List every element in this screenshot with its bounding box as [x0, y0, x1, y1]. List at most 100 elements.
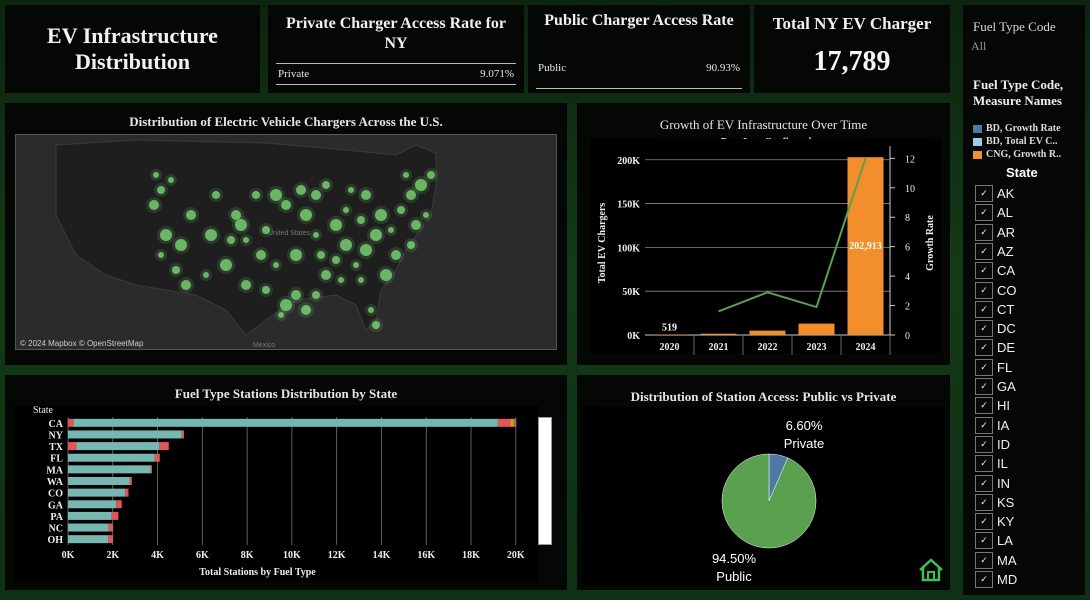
state-filter-ks[interactable]: ✓ KS: [975, 493, 1014, 511]
legend-item[interactable]: CNG, Growth R..: [973, 149, 1061, 160]
growth-bar: [700, 333, 737, 335]
stations-chart[interactable]: 0K 2K 4K 6K 8K 10K 12K 14K 16K 18K 20KStateCANYTXF…: [5, 375, 567, 590]
state-filter-ia[interactable]: ✓ IA: [975, 416, 1009, 434]
state-filter-fl[interactable]: ✓ FL: [975, 358, 1012, 376]
kpi-private-value: 9.071%: [480, 68, 514, 80]
growth-ytick-label: 200K: [617, 156, 640, 167]
charger-marker: [340, 239, 352, 251]
state-checkbox[interactable]: ✓: [975, 455, 993, 473]
state-checkbox[interactable]: ✓: [975, 185, 993, 202]
charger-marker: [380, 269, 392, 281]
state-label: ID: [997, 436, 1010, 452]
state-filter-az[interactable]: ✓ AZ: [975, 242, 1014, 260]
charger-marker: [231, 210, 241, 220]
state-filter-il[interactable]: ✓ IL: [975, 455, 1008, 473]
state-filter-in[interactable]: ✓ IN: [975, 474, 1010, 492]
state-label: KY: [997, 514, 1015, 530]
growth-ytick-label: 100K: [617, 243, 640, 254]
state-filter-dc[interactable]: ✓ DC: [975, 320, 1016, 338]
state-filter-la[interactable]: ✓ LA: [975, 532, 1013, 550]
legend-item[interactable]: BD, Total EV C..: [973, 136, 1058, 147]
map-svg: United States Mexico © 2024 Mapbox © Ope…: [20, 139, 438, 349]
stations-bar-segment: [68, 500, 117, 509]
stations-bar-segment: [150, 465, 152, 474]
state-checkbox[interactable]: ✓: [975, 513, 993, 531]
charger-marker: [262, 226, 270, 234]
charger-marker: [186, 210, 196, 220]
stations-bar-segment: [125, 488, 129, 497]
growth-ylabel-right: Growth Rate: [925, 215, 936, 271]
growth-data-label: 202,913: [849, 241, 882, 252]
stations-ytick-label: MA: [46, 465, 63, 476]
pie-slice-public: [721, 453, 817, 549]
kpi-private-panel: Private Charger Access Rate for NY Priva…: [268, 5, 524, 93]
growth-bar: [749, 330, 786, 335]
access-pie-chart[interactable]: 6.60% Private 94.50% Public: [577, 375, 950, 590]
state-checkbox[interactable]: ✓: [975, 532, 993, 550]
state-filter-ak[interactable]: ✓ AK: [975, 185, 1014, 202]
state-filter-co[interactable]: ✓ CO: [975, 281, 1017, 299]
legend-item[interactable]: BD, Growth Rate: [973, 123, 1061, 134]
charger-marker: [330, 219, 342, 231]
stations-bar-segment: [181, 430, 184, 439]
state-checkbox[interactable]: ✓: [975, 416, 993, 434]
state-checkbox[interactable]: ✓: [975, 242, 993, 260]
state-label: LA: [997, 533, 1013, 549]
stations-xtick-label: 2K: [106, 550, 119, 561]
state-filter-ca[interactable]: ✓ CA: [975, 262, 1015, 280]
state-filter-id[interactable]: ✓ ID: [975, 435, 1010, 453]
stations-panel: Fuel Type Stations Distribution by State…: [5, 375, 567, 590]
state-checkbox[interactable]: ✓: [975, 339, 993, 357]
state-filter-ga[interactable]: ✓ GA: [975, 378, 1016, 395]
stations-bar-segment: [68, 453, 155, 462]
pie-category-label: Private: [784, 436, 824, 451]
charger-marker: [423, 212, 429, 218]
state-checkbox[interactable]: ✓: [975, 204, 993, 222]
state-checkbox[interactable]: ✓: [975, 493, 993, 511]
state-checkbox[interactable]: ✓: [975, 474, 993, 492]
kpi-total-value: 17,789: [813, 46, 891, 77]
charger-marker: [168, 177, 174, 183]
state-checkbox[interactable]: ✓: [975, 262, 993, 280]
state-filter-de[interactable]: ✓ DE: [975, 339, 1015, 357]
state-checkbox[interactable]: ✓: [975, 571, 993, 588]
state-checkbox[interactable]: ✓: [975, 397, 993, 415]
state-filter-ky[interactable]: ✓ KY: [975, 513, 1015, 531]
state-filter-md[interactable]: ✓ MD: [975, 571, 1017, 588]
growth-ytick-right-label: 4: [905, 272, 910, 283]
state-checkbox[interactable]: ✓: [975, 551, 993, 569]
state-checkbox[interactable]: ✓: [975, 320, 993, 338]
state-checkbox[interactable]: ✓: [975, 378, 993, 395]
state-filter-ar[interactable]: ✓ AR: [975, 223, 1015, 241]
charger-marker: [252, 191, 260, 199]
state-checkbox[interactable]: ✓: [975, 300, 993, 318]
state-checkbox[interactable]: ✓: [975, 223, 993, 241]
stations-ytick-label: WA: [47, 477, 64, 488]
growth-ytick-label: 150K: [617, 200, 640, 211]
state-filter-al[interactable]: ✓ AL: [975, 204, 1013, 222]
state-filter-ma[interactable]: ✓ MA: [975, 551, 1017, 569]
state-filter-ct[interactable]: ✓ CT: [975, 300, 1014, 318]
stations-ytick-label: CO: [48, 489, 63, 500]
us-map[interactable]: United States Mexico © 2024 Mapbox © Ope…: [15, 134, 557, 350]
growth-chart[interactable]: Date Last Confirmed 0K50K100K150K200K024…: [577, 103, 950, 365]
state-label: MA: [997, 552, 1017, 568]
charger-marker: [370, 229, 382, 241]
charger-marker: [403, 172, 409, 178]
state-label: DC: [997, 321, 1016, 337]
charger-marker: [372, 321, 380, 329]
stations-scrollbar[interactable]: [538, 417, 552, 545]
charger-marker: [322, 181, 330, 189]
state-filter-hi[interactable]: ✓ HI: [975, 397, 1010, 415]
charger-marker: [397, 206, 405, 214]
state-checkbox[interactable]: ✓: [975, 435, 993, 453]
home-icon[interactable]: [918, 558, 944, 582]
growth-xtick-label: 2020: [660, 342, 680, 353]
map-markers: [146, 168, 438, 332]
stations-bar-segment: [73, 418, 498, 427]
charger-marker: [361, 190, 371, 200]
fuel-type-filter-value[interactable]: All: [971, 39, 987, 53]
state-checkbox[interactable]: ✓: [975, 281, 993, 299]
charger-marker: [427, 171, 435, 179]
state-checkbox[interactable]: ✓: [975, 358, 993, 376]
